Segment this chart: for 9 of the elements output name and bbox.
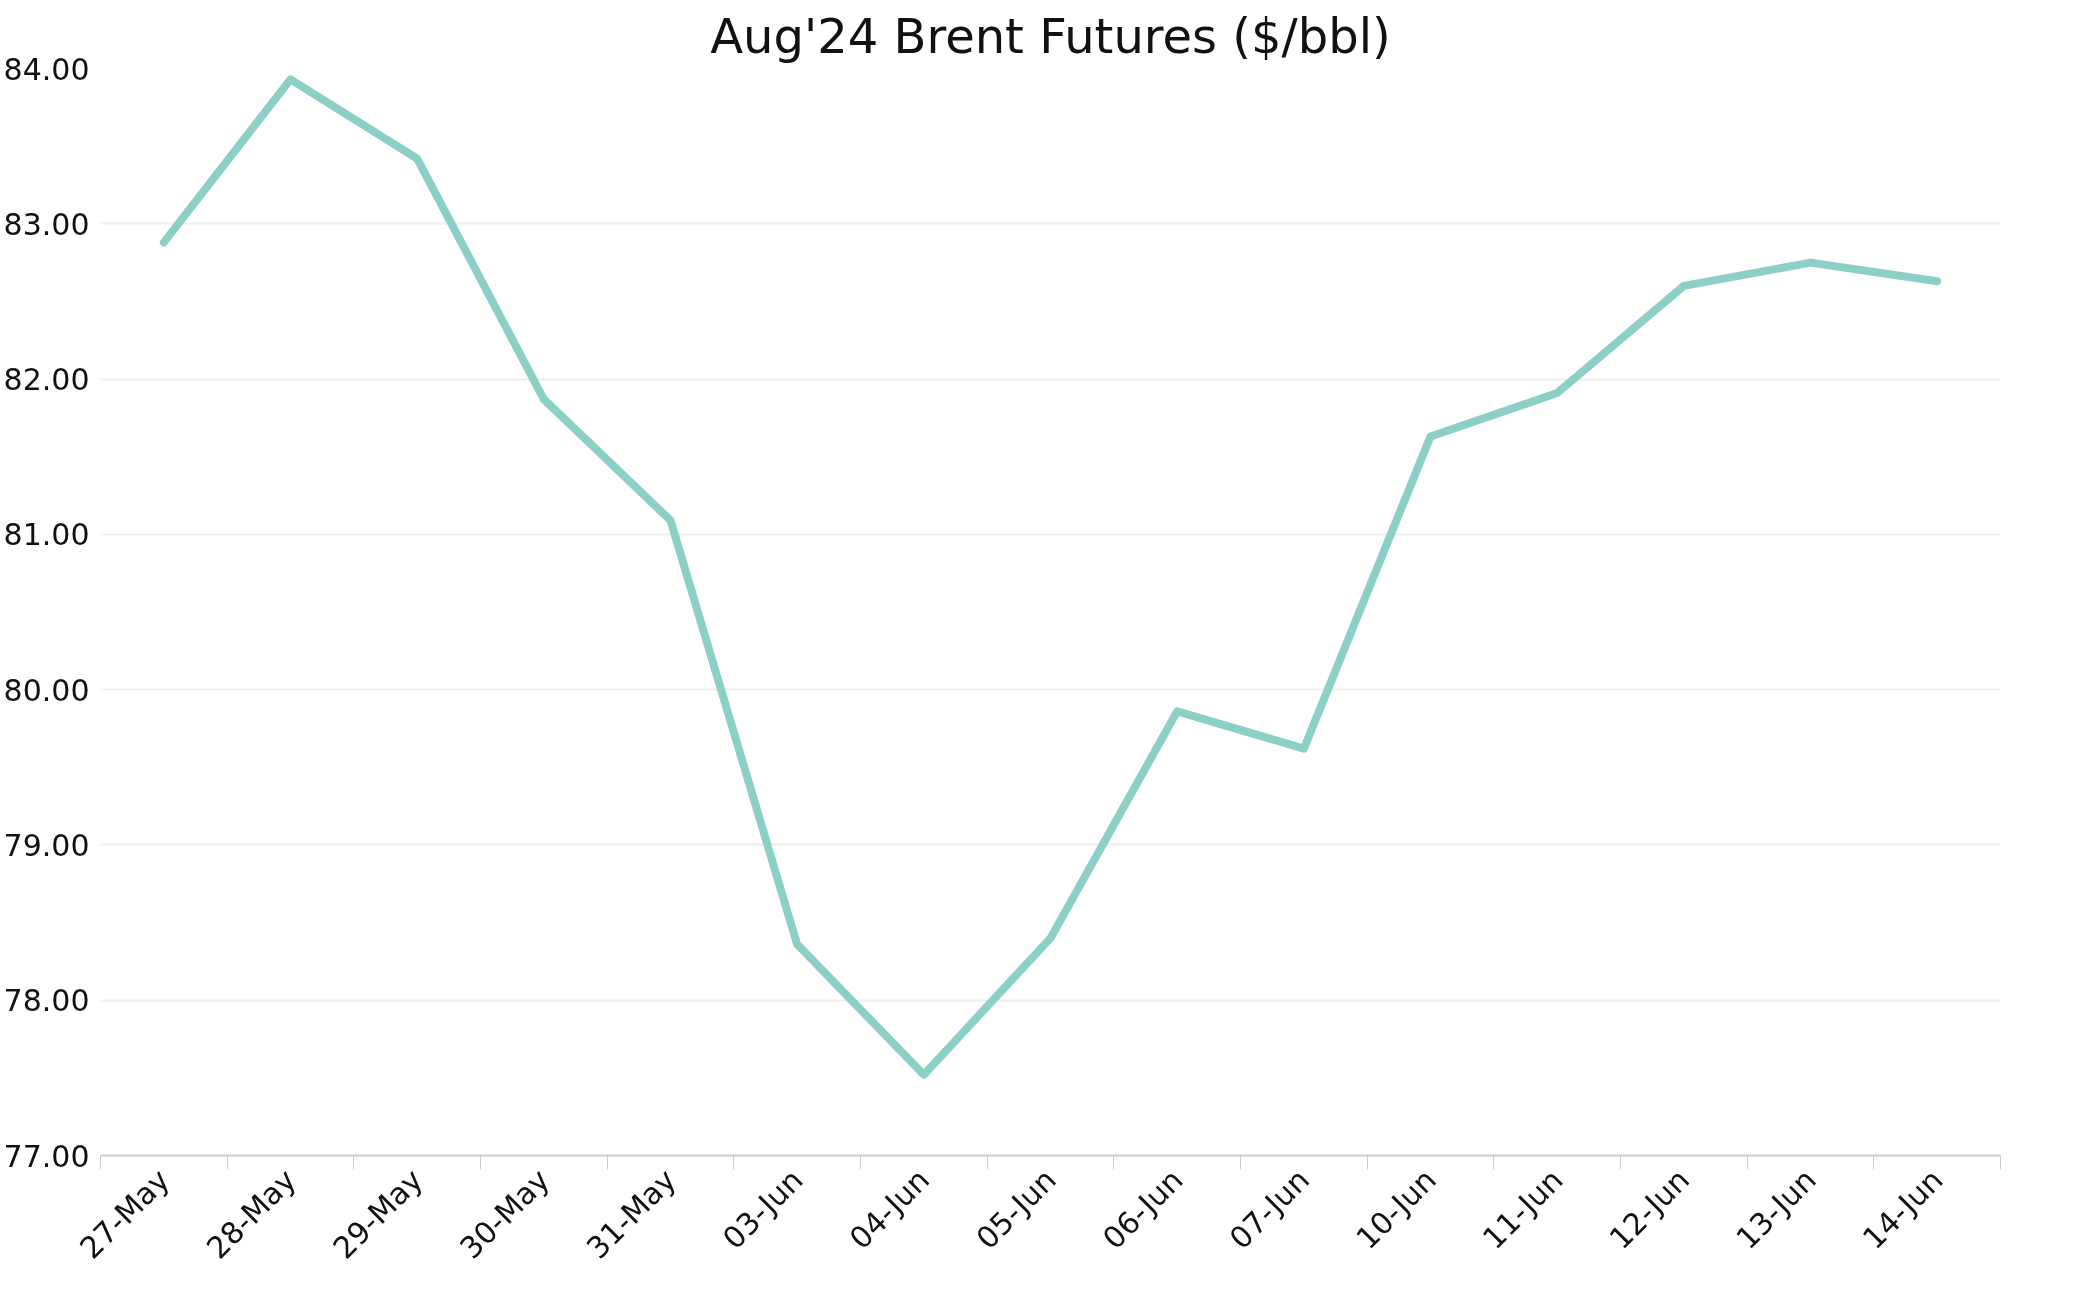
y-tick-label: 81.00	[3, 517, 90, 553]
y-tick-label: 82.00	[3, 362, 90, 398]
y-tick-label: 80.00	[3, 672, 90, 708]
y-tick-label: 83.00	[3, 206, 90, 242]
y-tick-label: 84.00	[3, 51, 90, 87]
y-tick-label: 78.00	[3, 983, 90, 1019]
y-tick-label: 77.00	[3, 1138, 90, 1174]
y-tick-label: 79.00	[3, 827, 90, 863]
chart-title: Aug'24 Brent Futures ($/bbl)	[710, 7, 1391, 64]
